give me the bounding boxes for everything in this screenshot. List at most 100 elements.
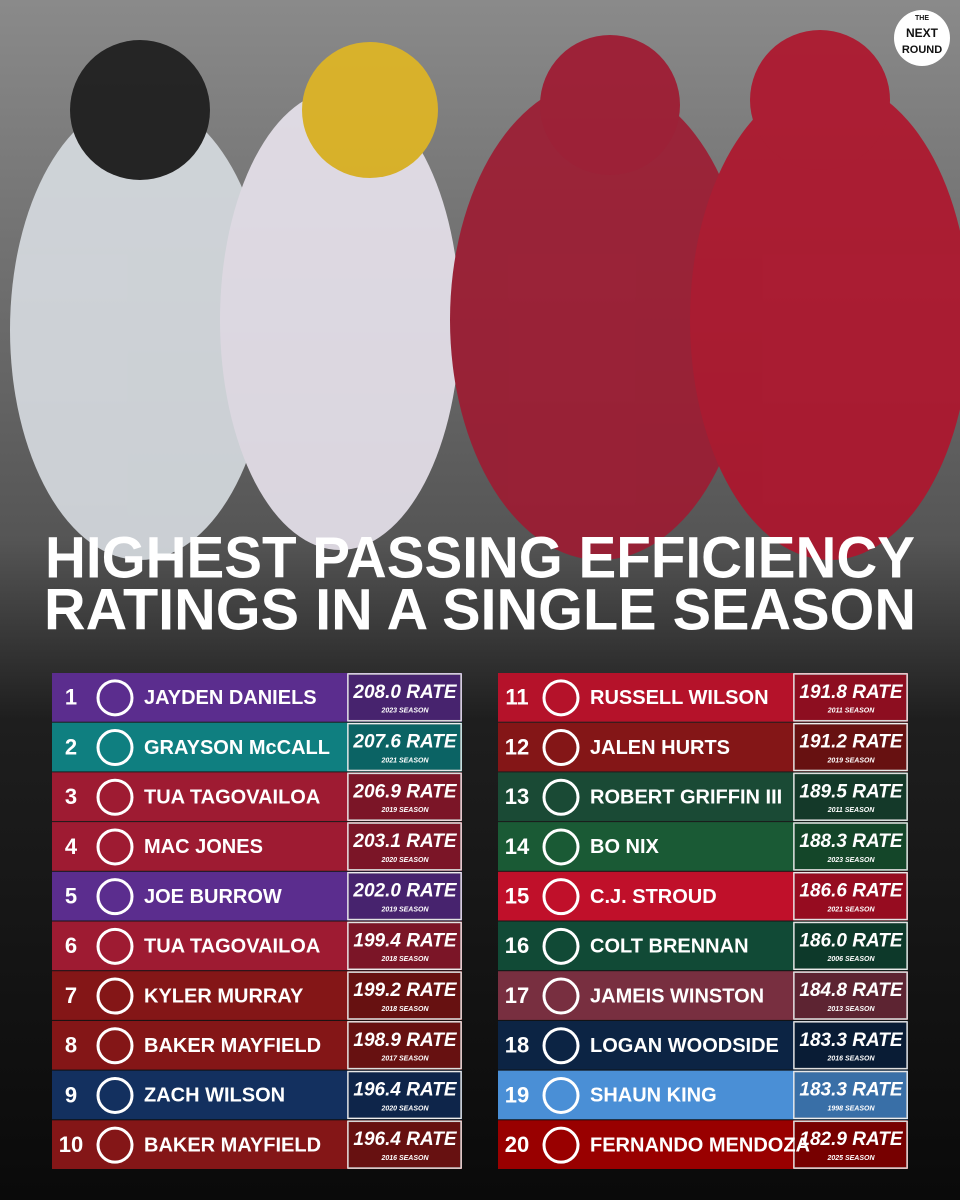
rate-shade [348, 872, 461, 920]
rank: 7 [65, 983, 77, 1008]
season: 2018 SEASON [380, 956, 429, 963]
season: 2021 SEASON [826, 906, 875, 913]
rate-shade [348, 972, 461, 1019]
rank: 19 [505, 1082, 529, 1107]
player-name: FERNANDO MENDOZA [590, 1134, 810, 1156]
rate-cell [347, 673, 462, 722]
team-logo [96, 977, 134, 1015]
season: 2013 SEASON [826, 1006, 875, 1013]
rate-cell [793, 1120, 908, 1169]
season: 2011 SEASON [827, 708, 876, 715]
rate-cell [793, 722, 908, 772]
season: 2023 SEASON [826, 857, 875, 864]
rate-cell [793, 1070, 908, 1120]
rate-cell [347, 921, 462, 970]
rate: 191.2 RATE [799, 732, 903, 753]
season: 2019 SEASON [380, 807, 429, 814]
season: 2011 SEASON [827, 807, 876, 814]
rate-cell [347, 822, 462, 871]
rank: 5 [65, 883, 77, 908]
team-logo [542, 977, 580, 1015]
rank: 11 [505, 685, 528, 710]
rank: 3 [65, 784, 77, 809]
rate: 202.0 RATE [352, 881, 457, 902]
rank: 8 [65, 1033, 77, 1058]
rate-shade [794, 922, 907, 970]
player-name: BAKER MAYFIELD [144, 1134, 321, 1156]
player-name: ROBERT GRIFFIN III [590, 787, 782, 809]
rate-shade [794, 872, 907, 920]
rank: 6 [65, 933, 77, 958]
rate: 189.5 RATE [799, 781, 903, 802]
players-photo [10, 30, 960, 560]
rate-shade [348, 823, 461, 870]
table-row: 8 BAKER MAYFIELD 198.9 RATE 2017 SEASON [52, 1020, 462, 1070]
player-name: JAYDEN DANIELS [144, 687, 317, 709]
rate-shade [348, 723, 461, 771]
player-name: COLT BRENNAN [590, 936, 749, 958]
rate: 188.3 RATE [799, 831, 903, 852]
rate-cell [793, 872, 908, 921]
rate: 203.1 RATE [352, 831, 457, 852]
title-line: RATINGS IN A SINGLE SEASON [44, 577, 916, 642]
rate: 208.0 RATE [352, 682, 457, 703]
rank: 14 [505, 834, 530, 859]
team-logo [96, 778, 134, 816]
season: 2021 SEASON [380, 757, 429, 764]
season: 2017 SEASON [380, 1056, 429, 1063]
table-row: 10 BAKER MAYFIELD 196.4 RATE 2016 SEASON [52, 1120, 462, 1169]
season: 2016 SEASON [380, 1155, 429, 1162]
rate: 196.4 RATE [353, 1129, 457, 1150]
rate-cell [347, 772, 462, 821]
table-row: 4 MAC JONES 203.1 RATE 2020 SEASON [52, 822, 462, 871]
player-name: TUA TAGOVAILOA [144, 936, 320, 958]
rate: 182.9 RATE [799, 1129, 903, 1150]
rate: 199.2 RATE [353, 980, 457, 1001]
season: 2018 SEASON [380, 1006, 429, 1013]
rate-cell [793, 921, 908, 970]
player-name: GRAYSON McCALL [144, 737, 330, 759]
rate-shade [348, 1021, 461, 1069]
brand-text: THE [915, 15, 929, 22]
rate-cell [793, 971, 908, 1020]
team-logo [542, 828, 580, 866]
table-row: 1 JAYDEN DANIELS 208.0 RATE 2023 SEASON [52, 673, 462, 722]
player-name: JALEN HURTS [590, 737, 730, 759]
table-row: 5 JOE BURROW 202.0 RATE 2019 SEASON [52, 871, 462, 921]
table-row: 12 JALEN HURTS 191.2 RATE 2019 SEASON [498, 722, 908, 772]
rank: 4 [65, 834, 78, 859]
rate: 183.3 RATE [799, 1030, 903, 1051]
team-logo [96, 729, 134, 767]
rank: 17 [505, 983, 529, 1008]
rate-shade [794, 723, 907, 771]
team-logo [542, 927, 580, 965]
rate-shade [794, 1121, 907, 1168]
rank: 15 [505, 883, 529, 908]
rate-shade [348, 773, 461, 821]
rate-shade [794, 823, 907, 870]
table-row: 9 ZACH WILSON 196.4 RATE 2020 SEASON [52, 1070, 462, 1120]
table-row: 2 GRAYSON McCALL 207.6 RATE 2021 SEASON [52, 722, 462, 772]
rate-cell [347, 1070, 462, 1120]
rate-cell [347, 1120, 462, 1169]
rate-shade [348, 1121, 461, 1168]
rate-shade [794, 972, 907, 1019]
table-row: 15 C.J. STROUD 186.6 RATE 2021 SEASON [498, 871, 908, 921]
rate-shade [348, 922, 461, 970]
team-logo [96, 1076, 134, 1114]
season: 2020 SEASON [380, 857, 429, 864]
player-name: KYLER MURRAY [144, 985, 304, 1007]
team-logo [542, 729, 580, 767]
rate-shade [794, 1071, 907, 1119]
rate-shade [794, 773, 907, 821]
player-name: BAKER MAYFIELD [144, 1035, 321, 1057]
rate: 207.6 RATE [352, 732, 457, 753]
team-logo [542, 1126, 580, 1164]
rate-shade [794, 674, 907, 721]
season: 2023 SEASON [380, 708, 429, 715]
rank: 1 [65, 685, 77, 710]
player-name: BO NIX [590, 836, 660, 858]
player-name: ZACH WILSON [144, 1085, 285, 1107]
rate-shade [348, 1071, 461, 1119]
